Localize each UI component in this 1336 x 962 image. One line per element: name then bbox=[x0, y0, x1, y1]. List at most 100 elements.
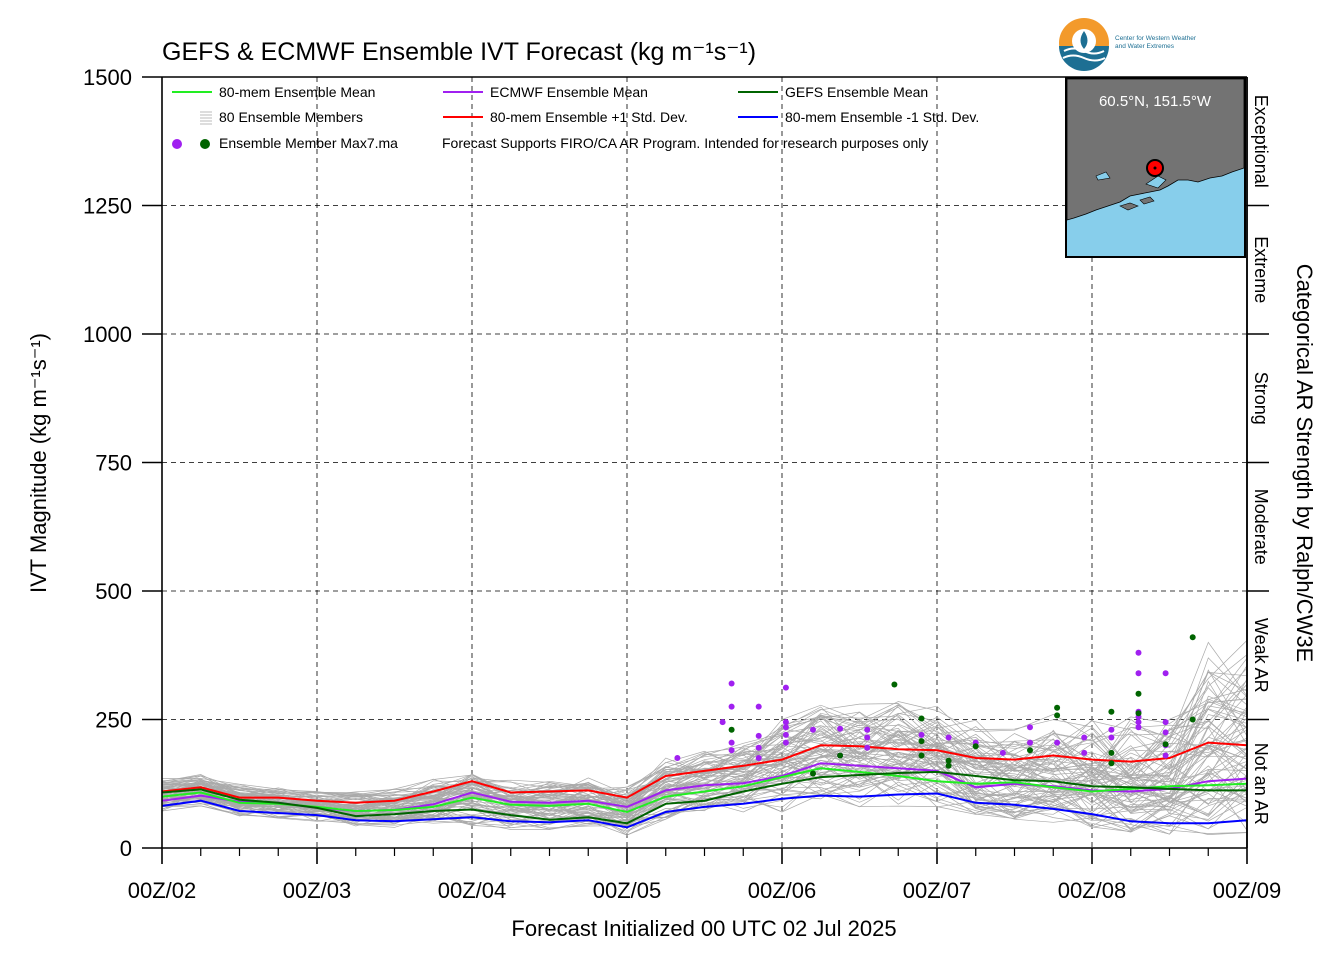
gefs-max-point bbox=[1189, 716, 1196, 723]
ecmwf-max-point bbox=[864, 726, 871, 733]
legend-label: 80 Ensemble Members bbox=[219, 109, 363, 125]
ecmwf-max-point bbox=[782, 739, 789, 746]
category-label: Extreme bbox=[1251, 236, 1271, 303]
x-tick-label: 00Z/05 bbox=[593, 878, 662, 903]
series-lines bbox=[162, 741, 1247, 829]
logo-text-line2: and Water Extremes bbox=[1115, 43, 1175, 50]
ecmwf-max-point bbox=[1162, 752, 1169, 759]
legend-note: Forecast Supports FIRO/CA AR Program. In… bbox=[442, 135, 928, 151]
x-axis-title: Forecast Initialized 00 UTC 02 Jul 2025 bbox=[511, 916, 896, 941]
gefs-max-point bbox=[945, 762, 952, 769]
y-tick-label: 250 bbox=[95, 708, 132, 733]
ecmwf-max-point bbox=[782, 724, 789, 731]
ecmwf-max-point bbox=[1027, 739, 1033, 746]
ensemble-member-line bbox=[162, 764, 1247, 833]
map-island bbox=[1119, 202, 1139, 211]
gefs-max-point bbox=[918, 715, 925, 722]
category-label: Not an AR bbox=[1251, 743, 1271, 825]
legend-label: GEFS Ensemble Mean bbox=[785, 84, 928, 100]
gefs-max-point bbox=[1108, 708, 1115, 715]
legend: 80-mem Ensemble Mean ECMWF Ensemble Mean… bbox=[172, 84, 979, 151]
x-tick-label: 00Z/06 bbox=[748, 878, 817, 903]
gefs-max-point bbox=[1135, 710, 1142, 717]
ensemble-member-line bbox=[162, 762, 1247, 836]
ecmwf-max-point bbox=[918, 731, 925, 738]
ecmwf-max-point bbox=[782, 731, 789, 738]
ensemble-member-line bbox=[162, 671, 1247, 799]
ecmwf-max-point bbox=[864, 734, 871, 741]
ecmwf-max-point bbox=[755, 732, 762, 739]
gefs-max-point bbox=[891, 681, 898, 688]
category-label: Exceptional bbox=[1251, 95, 1271, 188]
ecmwf-max-point bbox=[782, 684, 789, 691]
gefs-max-point bbox=[1162, 741, 1169, 748]
category-label: Weak AR bbox=[1251, 618, 1271, 693]
ensemble-member-line bbox=[162, 727, 1247, 816]
ecmwf-max-point bbox=[1081, 749, 1088, 756]
chart-title: GEFS & ECMWF Ensemble IVT Forecast (kg m… bbox=[162, 38, 756, 66]
x-tick-label: 00Z/04 bbox=[438, 878, 507, 903]
gefs-max-point bbox=[918, 752, 925, 759]
ecmwf-max-point bbox=[1162, 719, 1169, 726]
y-tick-label: 1500 bbox=[83, 65, 132, 90]
gefs-max-point bbox=[1189, 634, 1196, 641]
ecmwf-max-point bbox=[728, 747, 735, 754]
logo-text-line1: Center for Western Weather bbox=[1115, 35, 1197, 42]
inset-map: 60.5°N, 151.5°W bbox=[1065, 77, 1246, 258]
legend-dot-gefs bbox=[200, 139, 210, 149]
cw3e-logo: Center for Western Weather and Water Ext… bbox=[1059, 18, 1197, 71]
ecmwf-max-point bbox=[999, 749, 1006, 756]
ecmwf-max-point bbox=[1135, 670, 1142, 677]
y-axis-title: IVT Magnitude (kg m⁻¹s⁻¹) bbox=[26, 333, 51, 593]
legend-label: 80-mem Ensemble -1 Std. Dev. bbox=[785, 109, 979, 125]
category-label: Strong bbox=[1251, 372, 1271, 425]
gefs-max-point bbox=[972, 743, 979, 750]
legend-members-swatch bbox=[200, 111, 212, 125]
gefs-max-point bbox=[1108, 749, 1115, 756]
y-tick-label: 750 bbox=[95, 451, 132, 476]
ecmwf-max-point bbox=[728, 703, 735, 710]
gefs-max-point bbox=[728, 726, 735, 733]
grid-lines bbox=[162, 77, 1247, 848]
ecmwf-max-point bbox=[864, 744, 871, 751]
ensemble-member-line bbox=[162, 705, 1247, 807]
category-axis: Not an AR Weak AR Moderate Strong Extreme Exc… bbox=[1246, 77, 1271, 848]
ecmwf-max-point bbox=[1162, 729, 1169, 736]
map-inlet bbox=[1145, 175, 1167, 189]
x-axis: 00Z/02 00Z/03 00Z/04 00Z/05 00Z/06 00Z/07 00Z/… bbox=[128, 848, 1282, 903]
ecmwf-max-point bbox=[1108, 726, 1115, 733]
y-tick-label: 1000 bbox=[83, 322, 132, 347]
gefs-max-point bbox=[1027, 747, 1033, 754]
ecmwf-max-point bbox=[728, 739, 735, 746]
map-island bbox=[1139, 196, 1155, 205]
x-tick-label: 00Z/08 bbox=[1058, 878, 1127, 903]
legend-label: ECMWF Ensemble Mean bbox=[490, 84, 648, 100]
ecmwf-max-point bbox=[1027, 724, 1033, 731]
gefs-max-point bbox=[810, 770, 816, 777]
max-points bbox=[674, 634, 1196, 777]
y-tick-label: 0 bbox=[120, 836, 132, 861]
y-tick-label: 1250 bbox=[83, 194, 132, 219]
ensemble-member-line bbox=[162, 720, 1247, 805]
ecmwf-max-point bbox=[782, 719, 789, 726]
y-tick-label: 500 bbox=[95, 579, 132, 604]
category-label: Moderate bbox=[1251, 489, 1271, 565]
ecmwf-max-point bbox=[755, 703, 762, 710]
gefs-max-point bbox=[1054, 712, 1061, 719]
ecmwf-max-point bbox=[837, 725, 844, 732]
map-land bbox=[1066, 78, 1245, 221]
gefs-max-point bbox=[1135, 690, 1142, 697]
map-location-label: 60.5°N, 151.5°W bbox=[1099, 93, 1212, 110]
series-line bbox=[162, 741, 1247, 804]
gefs-max-point bbox=[1108, 760, 1115, 767]
ecmwf-max-point bbox=[1135, 719, 1142, 726]
x-tick-label: 00Z/09 bbox=[1213, 878, 1282, 903]
x-tick-label: 00Z/02 bbox=[128, 878, 197, 903]
legend-label: 80-mem Ensemble Mean bbox=[219, 84, 375, 100]
ensemble-member-line bbox=[162, 769, 1247, 834]
series-line bbox=[162, 767, 1247, 814]
legend-dot-ecmwf bbox=[172, 139, 182, 149]
legend-label: Ensemble Member Max7.ma bbox=[219, 135, 398, 151]
ensemble-member-line bbox=[162, 698, 1247, 810]
